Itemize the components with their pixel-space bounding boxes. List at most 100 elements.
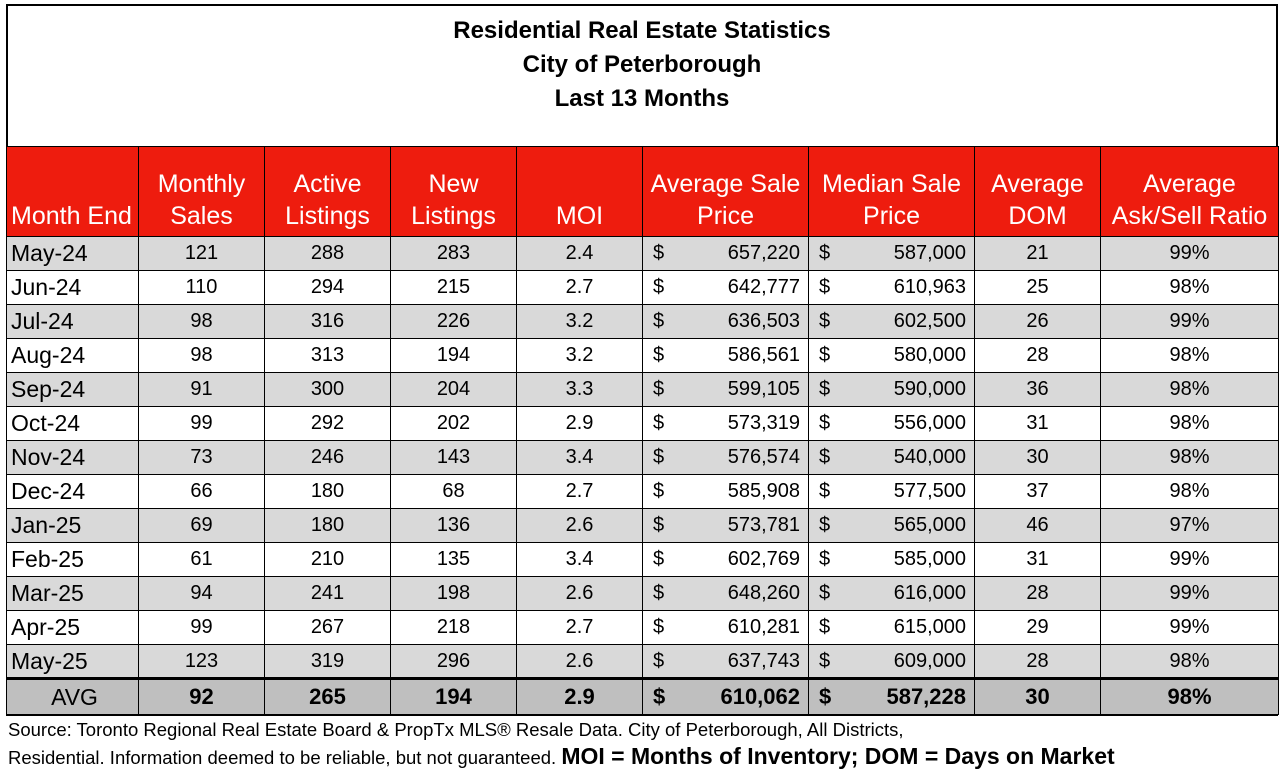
cell-month: Feb-25	[6, 542, 139, 577]
cell-average-price: $657,220	[642, 236, 809, 271]
source-line-1: Source: Toronto Regional Real Estate Boa…	[8, 719, 904, 740]
cell-sales: 98	[138, 338, 265, 373]
cell-moi: 2.6	[516, 576, 643, 611]
cell-month: Apr-25	[6, 610, 139, 645]
cell-ratio: 98%	[1100, 406, 1279, 441]
cell-month: May-25	[6, 644, 139, 679]
cell-moi: 2.4	[516, 236, 643, 271]
cell-dom: 31	[974, 542, 1101, 577]
cell-new: 283	[390, 236, 517, 271]
cell-month: Sep-24	[6, 372, 139, 407]
cell-moi: 2.9	[516, 406, 643, 441]
cell-new: 143	[390, 440, 517, 475]
cell-new: 198	[390, 576, 517, 611]
cell-average-price: $586,561	[642, 338, 809, 373]
avg-ratio: 98%	[1100, 677, 1279, 715]
avg-dom: 30	[974, 677, 1101, 715]
cell-average-price: $648,260	[642, 576, 809, 611]
cell-active: 241	[264, 576, 391, 611]
cell-average-price: $576,574	[642, 440, 809, 475]
cell-median-price: $590,000	[808, 372, 975, 407]
cell-month: Jul-24	[6, 304, 139, 339]
cell-dom: 29	[974, 610, 1101, 645]
cell-moi: 2.7	[516, 610, 643, 645]
cell-median-price: $565,000	[808, 508, 975, 543]
cell-month: Oct-24	[6, 406, 139, 441]
cell-active: 246	[264, 440, 391, 475]
cell-dom: 28	[974, 576, 1101, 611]
avg-average-price: $610,062	[642, 677, 809, 715]
cell-average-price: $573,781	[642, 508, 809, 543]
cell-dom: 26	[974, 304, 1101, 339]
cell-ratio: 98%	[1100, 338, 1279, 373]
cell-moi: 2.7	[516, 474, 643, 509]
cell-average-price: $636,503	[642, 304, 809, 339]
statistics-table: Month End Monthly Sales Active Listings Ne…	[6, 146, 1279, 715]
header-monthly-sales: Monthly Sales	[138, 146, 265, 237]
cell-sales: 99	[138, 406, 265, 441]
cell-month: May-24	[6, 236, 139, 271]
cell-average-price: $637,743	[642, 644, 809, 679]
table-row: May-25 123 319 296 2.6 $637,743 $609,000 28 98%	[6, 644, 1279, 679]
cell-new: 218	[390, 610, 517, 645]
source-note: Source: Toronto Regional Real Estate Boa…	[8, 716, 1278, 771]
cell-moi: 3.4	[516, 440, 643, 475]
cell-median-price: $577,500	[808, 474, 975, 509]
cell-month: Aug-24	[6, 338, 139, 373]
cell-median-price: $602,500	[808, 304, 975, 339]
cell-dom: 30	[974, 440, 1101, 475]
table-row: Mar-25 94 241 198 2.6 $648,260 $616,000 28 99%	[6, 576, 1279, 611]
cell-active: 210	[264, 542, 391, 577]
cell-average-price: $602,769	[642, 542, 809, 577]
table-row: Sep-24 91 300 204 3.3 $599,105 $590,000 36 98%	[6, 372, 1279, 407]
cell-month: Jun-24	[6, 270, 139, 305]
table-row: May-24 121 288 283 2.4 $657,220 $587,000 21 99%	[6, 236, 1279, 271]
cell-moi: 2.6	[516, 644, 643, 679]
cell-ratio: 97%	[1100, 508, 1279, 543]
cell-active: 292	[264, 406, 391, 441]
cell-average-price: $610,281	[642, 610, 809, 645]
cell-ratio: 99%	[1100, 576, 1279, 611]
title-line-3: Last 13 Months	[554, 85, 730, 112]
table-row: Jan-25 69 180 136 2.6 $573,781 $565,000 46 97%	[6, 508, 1279, 543]
source-line-2: Residential. Information deemed to be re…	[8, 747, 557, 768]
cell-median-price: $540,000	[808, 440, 975, 475]
table-row: Oct-24 99 292 202 2.9 $573,319 $556,000 31 98%	[6, 406, 1279, 441]
header-ask-sell-ratio: Average Ask/Sell Ratio	[1100, 146, 1279, 237]
cell-active: 319	[264, 644, 391, 679]
table-row: Jul-24 98 316 226 3.2 $636,503 $602,500 26 99%	[6, 304, 1279, 339]
cell-median-price: $585,000	[808, 542, 975, 577]
table-row: Jun-24 110 294 215 2.7 $642,777 $610,963 25 98%	[6, 270, 1279, 305]
title-line-2: City of Peterborough	[522, 51, 762, 78]
cell-dom: 31	[974, 406, 1101, 441]
cell-active: 180	[264, 508, 391, 543]
cell-ratio: 98%	[1100, 644, 1279, 679]
header-month-end: Month End	[6, 146, 139, 237]
cell-sales: 66	[138, 474, 265, 509]
cell-ratio: 98%	[1100, 440, 1279, 475]
cell-active: 300	[264, 372, 391, 407]
avg-median-price: $587,228	[808, 677, 975, 715]
cell-sales: 121	[138, 236, 265, 271]
cell-median-price: $609,000	[808, 644, 975, 679]
cell-sales: 110	[138, 270, 265, 305]
avg-active: 265	[264, 677, 391, 715]
cell-active: 316	[264, 304, 391, 339]
cell-ratio: 98%	[1100, 372, 1279, 407]
cell-moi: 3.2	[516, 338, 643, 373]
cell-ratio: 99%	[1100, 610, 1279, 645]
cell-ratio: 99%	[1100, 304, 1279, 339]
cell-sales: 61	[138, 542, 265, 577]
cell-new: 215	[390, 270, 517, 305]
table-row: Aug-24 98 313 194 3.2 $586,561 $580,000 28 98%	[6, 338, 1279, 373]
cell-sales: 94	[138, 576, 265, 611]
cell-active: 313	[264, 338, 391, 373]
cell-dom: 28	[974, 338, 1101, 373]
table-row: Nov-24 73 246 143 3.4 $576,574 $540,000 30 98%	[6, 440, 1279, 475]
cell-moi: 2.7	[516, 270, 643, 305]
cell-ratio: 98%	[1100, 270, 1279, 305]
header-row: Month End Monthly Sales Active Listings Ne…	[6, 146, 1279, 237]
cell-average-price: $573,319	[642, 406, 809, 441]
title-line-1: Residential Real Estate Statistics	[453, 17, 831, 44]
cell-median-price: $610,963	[808, 270, 975, 305]
